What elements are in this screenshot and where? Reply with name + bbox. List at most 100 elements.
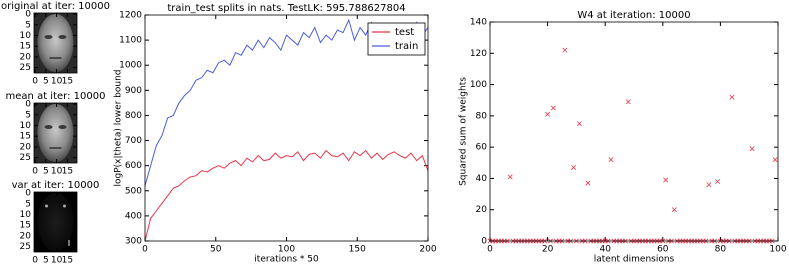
x-tick-label: 15	[62, 167, 73, 177]
x-tick-label: 200	[419, 245, 436, 255]
point	[671, 207, 677, 213]
point	[625, 99, 631, 105]
y-tick-label: 5	[25, 20, 31, 30]
mouth	[49, 147, 62, 149]
x-tick-label: 0	[142, 245, 148, 255]
x-tick-label: 100	[769, 245, 786, 255]
x-axis-label: iterations * 50	[254, 255, 319, 265]
y-tick-label: 800	[125, 111, 142, 121]
x-tick-label: 0	[32, 77, 38, 87]
x-tick-label: 15	[62, 77, 73, 87]
y-tick-label: 140	[470, 18, 487, 28]
point	[571, 164, 577, 170]
point	[585, 180, 591, 186]
point	[550, 105, 556, 111]
y-tick-label: 300	[125, 237, 142, 247]
chart-title: original at iter: 10000	[1, 1, 110, 12]
y-tick-label: 60	[476, 143, 488, 153]
face	[37, 104, 74, 162]
y-tick-label: 20	[476, 205, 488, 215]
point	[608, 157, 614, 163]
point	[545, 111, 551, 117]
x-tick-label: 5	[43, 167, 49, 177]
point	[772, 157, 778, 163]
x-tick-label: 50	[210, 245, 222, 255]
eye	[58, 125, 67, 129]
axes-frame	[144, 14, 429, 242]
legend	[367, 22, 426, 56]
point	[729, 94, 735, 100]
point	[507, 174, 513, 180]
y-tick-label: 500	[125, 186, 142, 196]
legend-label: test	[395, 27, 414, 38]
y-axis-label: logP(x|theta) lower bound	[114, 69, 124, 186]
x-tick-label: 0	[32, 167, 38, 177]
y-tick-label: 20	[20, 142, 32, 152]
y-tick-label: 20	[20, 52, 32, 62]
y-tick-label: 5	[25, 110, 31, 120]
x-tick-label: 40	[599, 245, 611, 255]
x-tick-label: 60	[657, 245, 669, 255]
y-tick-label: 25	[20, 153, 31, 163]
mark	[68, 240, 70, 246]
point	[749, 146, 755, 152]
y-tick-label: 10	[20, 31, 32, 41]
eye	[44, 35, 53, 39]
chart-title: train_test splits in nats. TestLK: 595.7…	[167, 3, 405, 14]
legend-label: train	[395, 41, 418, 52]
y-tick-label: 100	[470, 80, 487, 90]
x-tick-label: 80	[715, 245, 727, 255]
y-tick-label: 10	[20, 121, 32, 131]
x-tick-label: 100	[278, 245, 295, 255]
x-tick-label: 150	[349, 245, 366, 255]
point	[562, 47, 568, 53]
y-tick-label: 25	[20, 242, 31, 252]
y-tick-label: 15	[20, 221, 31, 231]
y-tick-label: 0	[25, 189, 31, 199]
y-tick-label: 1200	[119, 11, 142, 21]
y-tick-label: 600	[125, 161, 142, 171]
x-tick-label: 5	[43, 256, 49, 266]
eye	[45, 204, 48, 208]
y-tick-label: 40	[476, 174, 488, 184]
point	[715, 179, 721, 185]
y-tick-label: 80	[476, 111, 488, 121]
y-tick-label: 25	[20, 63, 31, 73]
x-tick-label: 15	[62, 256, 73, 266]
axes-frame	[33, 102, 78, 164]
y-axis-label: Squared sum of weights	[459, 77, 469, 186]
face	[37, 14, 74, 72]
chart-title: var at iter: 10000	[12, 180, 100, 191]
y-tick-label: 0	[25, 10, 31, 20]
y-tick-label: 0	[481, 237, 487, 247]
point	[706, 182, 712, 188]
x-tick-label: 10	[51, 167, 63, 177]
y-tick-label: 0	[25, 100, 31, 110]
y-tick-label: 15	[20, 132, 31, 142]
eye	[44, 125, 53, 129]
axes-frame	[33, 191, 78, 253]
x-tick-label: 0	[32, 256, 38, 266]
x-tick-label: 0	[487, 245, 493, 255]
x-tick-label: 5	[43, 77, 49, 87]
y-tick-label: 900	[125, 86, 142, 96]
y-tick-label: 700	[125, 136, 142, 146]
chart-title: W4 at iteration: 10000	[577, 10, 690, 21]
y-tick-label: 20	[20, 231, 32, 241]
x-axis-label: latent dimensions	[594, 255, 675, 265]
point	[576, 121, 582, 127]
axes-frame	[489, 21, 779, 242]
x-tick-label: 10	[51, 77, 63, 87]
y-tick-label: 400	[125, 211, 142, 221]
y-tick-label: 120	[470, 49, 487, 59]
y-tick-label: 15	[20, 42, 31, 52]
mouth	[49, 57, 62, 59]
eye	[63, 204, 66, 208]
point	[663, 177, 669, 183]
axes-frame	[33, 12, 78, 74]
line	[144, 149, 429, 242]
y-tick-label: 5	[25, 199, 31, 209]
y-tick-label: 1100	[119, 36, 142, 46]
chart-title: mean at iter: 10000	[6, 91, 106, 102]
